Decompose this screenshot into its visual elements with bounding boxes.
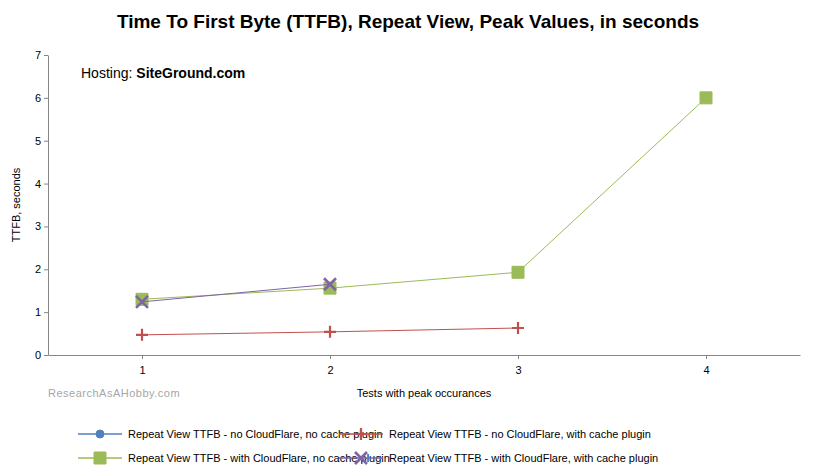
series-line [142,98,706,299]
legend-item: Repeat View TTFB - no CloudFlare, with c… [339,428,651,440]
x-tick-label: 4 [703,364,709,376]
plot-area [136,92,712,341]
y-tick-label: 5 [35,135,41,147]
y-tick: 7 [35,49,48,61]
y-tick: 5 [35,135,48,147]
y-tick: 6 [35,92,48,104]
legend-item: Repeat View TTFB - with CloudFlare, with… [339,452,658,464]
legend-marker [94,452,106,464]
background [0,0,816,474]
chart: 0 1 2 3 4 5 6 7 1 2 3 4 Time To First Byte (TTFB), R… [0,0,816,474]
y-tick-label: 0 [35,349,41,361]
x-tick-mark [706,355,707,359]
y-tick-mark [44,269,48,270]
x-axis: 1 2 3 4 [49,355,801,376]
y-tick-mark [44,355,48,356]
annotation: Hosting:SiteGround.com [81,65,245,81]
legend-label: Repeat View TTFB - with CloudFlare, with… [389,452,658,464]
legend-item: Repeat View TTFB - with CloudFlare, no c… [78,452,390,464]
legend-label: Repeat View TTFB - no CloudFlare, no cac… [128,428,383,440]
legend-item: Repeat View TTFB - no CloudFlare, no cac… [78,428,383,440]
legend-label: Repeat View TTFB - with CloudFlare, no c… [128,452,390,464]
legend-marker [355,452,367,464]
x-tick-mark [142,355,143,359]
y-tick: 0 [35,349,48,361]
y-tick-label: 3 [35,220,41,232]
annotation-value: SiteGround.com [136,65,245,81]
y-tick: 1 [35,306,48,318]
data-point [136,329,148,341]
data-point [324,326,336,338]
x-tick: 3 [515,355,521,376]
legend-marker [355,428,367,440]
data-point [324,278,336,290]
x-tick-mark [518,355,519,359]
y-tick-mark [44,226,48,227]
x-tick: 2 [327,355,333,376]
y-tick-mark [44,55,48,56]
series-line [142,284,330,302]
y-tick: 3 [35,220,48,232]
y-tick-label: 4 [35,178,41,190]
x-axis-line [49,355,801,356]
x-tick: 4 [703,355,709,376]
legend-label: Repeat View TTFB - no CloudFlare, with c… [389,428,651,440]
data-point [512,322,524,334]
x-tick-label: 1 [139,364,145,376]
y-tick-mark [44,184,48,185]
y-tick: 2 [35,263,48,275]
x-tick: 1 [139,355,145,376]
watermark: ResearchAsAHobby.com [48,387,180,399]
data-point [700,92,712,104]
y-tick-label: 6 [35,92,41,104]
legend: Repeat View TTFB - no CloudFlare, no cac… [78,428,658,464]
y-tick-mark [44,312,48,313]
y-tick-mark [44,98,48,99]
y-axis: 0 1 2 3 4 5 6 7 [35,49,49,361]
x-tick-mark [330,355,331,359]
legend-marker [96,430,104,438]
title: Time To First Byte (TTFB), Repeat View, … [117,11,699,32]
y-tick-mark [44,141,48,142]
data-point [136,296,148,308]
data-point [512,266,524,278]
x-axis-title: Tests with peak occurances [357,387,492,399]
y-tick-label: 2 [35,263,41,275]
y-axis-title: TTFB, seconds [10,167,22,242]
y-tick-label: 7 [35,49,41,61]
y-tick-label: 1 [35,306,41,318]
y-tick: 4 [35,178,48,190]
x-tick-label: 2 [327,364,333,376]
x-tick-label: 3 [515,364,521,376]
annotation-label: Hosting: [81,65,132,81]
y-axis-line [48,56,49,356]
